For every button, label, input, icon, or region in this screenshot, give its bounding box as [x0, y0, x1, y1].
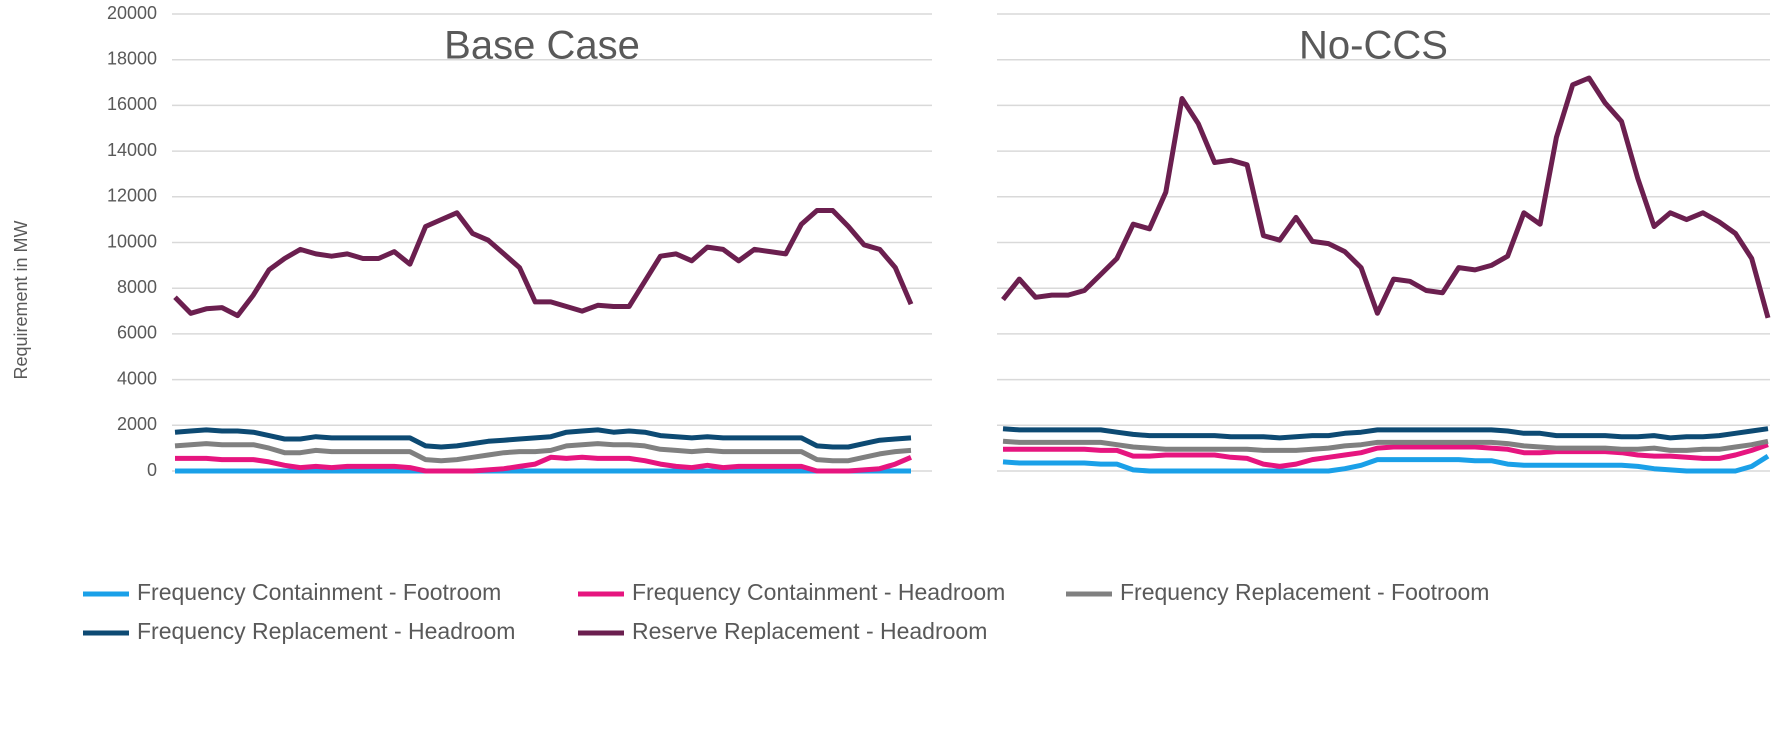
y-tick-label: 8000	[117, 277, 157, 297]
y-axis-label: Requirement in MW	[11, 220, 31, 379]
series-line	[175, 454, 912, 474]
y-tick-label: 12000	[107, 186, 157, 206]
y-tick-label: 16000	[107, 94, 157, 114]
series-line	[173, 208, 914, 319]
y-tick-label: 10000	[107, 231, 157, 251]
y-tick-label: 0	[147, 460, 157, 480]
y-tick-label: 18000	[107, 48, 157, 68]
series-line	[1001, 75, 1771, 319]
y-tick-label: 4000	[117, 368, 157, 388]
y-tick-label: 20000	[107, 3, 157, 23]
legend-label: Frequency Replacement - Footroom	[1120, 579, 1489, 605]
series-line	[174, 427, 912, 450]
legend-label: Frequency Containment - Headroom	[632, 579, 1005, 605]
panel-title: Base Case	[444, 24, 640, 68]
series-line	[1002, 453, 1770, 474]
legend-label: Reserve Replacement - Headroom	[632, 618, 987, 644]
legend-label: Frequency Containment - Footroom	[137, 579, 501, 605]
y-tick-label: 14000	[107, 140, 157, 160]
panel-title: No-CCS	[1299, 24, 1448, 68]
series-line	[1002, 426, 1769, 441]
legend-label: Frequency Replacement - Headroom	[137, 618, 515, 644]
y-tick-label: 6000	[117, 323, 157, 343]
series-line	[174, 441, 912, 464]
y-tick-label: 2000	[117, 414, 157, 434]
series-line	[1003, 442, 1769, 469]
series-line	[1002, 438, 1769, 453]
